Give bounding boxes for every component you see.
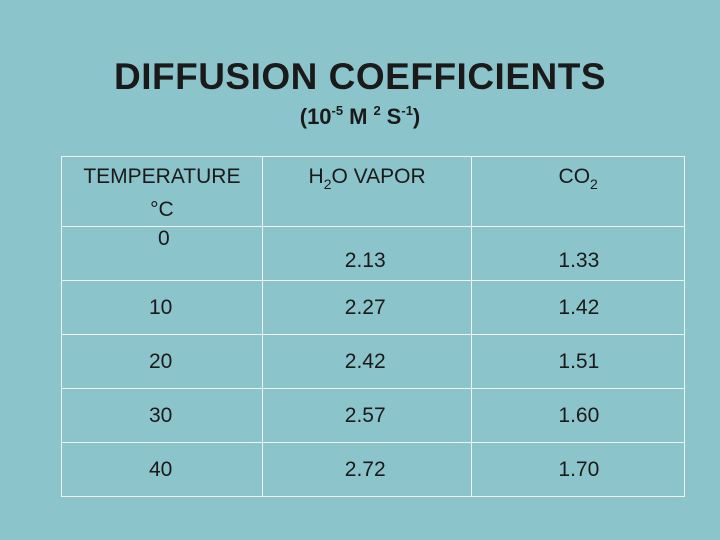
cell-co2: 1.51 bbox=[471, 334, 685, 389]
header-temperature: TEMPERATURE °C bbox=[61, 156, 263, 227]
slide-title: DIFFUSION COEFFICIENTS bbox=[114, 56, 606, 97]
units-exp-3: -1 bbox=[401, 103, 413, 118]
cell-temperature: 30 bbox=[61, 388, 263, 443]
table-row: 10 2.27 1.42 bbox=[61, 280, 685, 335]
header-co2: CO2 bbox=[471, 156, 685, 227]
cell-co2: 1.33 bbox=[471, 226, 685, 281]
header-h2o-vapor: H2O VAPOR bbox=[261, 156, 473, 227]
units-exp-2: 2 bbox=[373, 103, 381, 118]
cell-temperature: 0 bbox=[61, 226, 263, 281]
table-row: 0 2.13 1.33 bbox=[61, 226, 685, 281]
units-m: M bbox=[349, 104, 368, 129]
cell-temperature: 20 bbox=[61, 334, 263, 389]
cell-co2: 1.42 bbox=[471, 280, 685, 335]
cell-temperature: 10 bbox=[61, 280, 263, 335]
cell-h2o: 2.72 bbox=[261, 442, 473, 497]
units-close: ) bbox=[412, 104, 421, 129]
cell-co2: 1.70 bbox=[471, 442, 685, 497]
table-row: 20 2.42 1.51 bbox=[61, 334, 685, 389]
units-base: (10 bbox=[299, 104, 332, 129]
header-h2o-sub: 2 bbox=[323, 176, 332, 192]
units-label: (10-5 M 2 S-1) bbox=[0, 104, 720, 130]
header-co2-sub: 2 bbox=[590, 176, 598, 192]
cell-h2o: 2.42 bbox=[261, 334, 473, 389]
table-row: 40 2.72 1.70 bbox=[61, 442, 685, 497]
cell-h2o: 2.27 bbox=[261, 280, 473, 335]
table-header-row: TEMPERATURE °C H2O VAPOR CO2 bbox=[61, 156, 685, 227]
header-co2-pre: CO bbox=[558, 165, 591, 188]
cell-h2o: 2.57 bbox=[261, 388, 473, 443]
header-h2o-pre: H bbox=[308, 165, 324, 188]
header-temperature-label: TEMPERATURE bbox=[83, 165, 241, 188]
diffusion-table: TEMPERATURE °C H2O VAPOR CO2 0 2.13 1.33… bbox=[61, 156, 685, 497]
units-exp-1: -5 bbox=[331, 103, 344, 118]
cell-temperature: 40 bbox=[61, 442, 263, 497]
cell-co2: 1.60 bbox=[471, 388, 685, 443]
cell-h2o: 2.13 bbox=[261, 226, 473, 281]
units-s: S bbox=[386, 104, 402, 129]
header-temperature-unit: °C bbox=[150, 198, 174, 221]
table-row: 30 2.57 1.60 bbox=[61, 388, 685, 443]
header-h2o-post: O VAPOR bbox=[331, 165, 426, 188]
